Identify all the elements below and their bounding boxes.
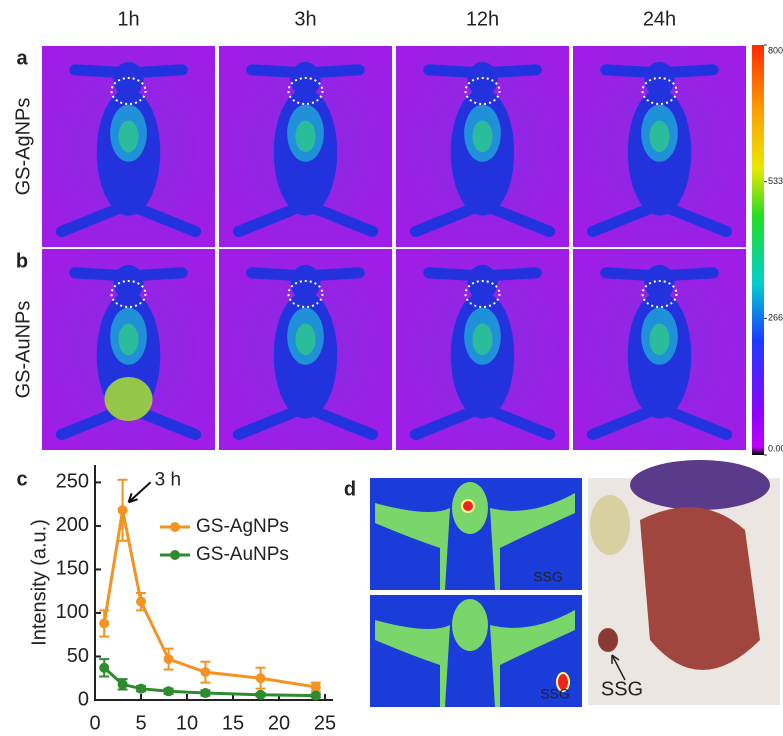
data-point bbox=[118, 505, 128, 515]
cap bbox=[590, 495, 630, 555]
colorbar bbox=[752, 45, 764, 455]
glove bbox=[630, 460, 770, 510]
annotation-arrow bbox=[129, 482, 151, 502]
column-header: 12h bbox=[466, 8, 499, 30]
legend-marker bbox=[170, 550, 180, 560]
data-point bbox=[256, 673, 266, 683]
x-tick-label: 20 bbox=[268, 712, 290, 734]
column-header: 24h bbox=[643, 8, 676, 30]
colorbar-tick-label: 800.0 bbox=[768, 45, 783, 55]
data-point bbox=[200, 667, 210, 677]
fluorescence-image: SSG bbox=[370, 478, 582, 590]
panel-label: a bbox=[16, 47, 28, 69]
colorbar-tick-label: 533.3 bbox=[768, 176, 783, 186]
colorbar-tick-label: 0.00 bbox=[768, 443, 783, 453]
x-tick-label: 5 bbox=[135, 712, 146, 734]
x-tick-label: 25 bbox=[314, 712, 336, 734]
y-axis-label: Intensity (a.u.) bbox=[28, 519, 50, 646]
data-point bbox=[136, 597, 146, 607]
panel-label: b bbox=[16, 250, 28, 272]
y-tick-label: 50 bbox=[67, 645, 89, 667]
panel-d: d SSG SSG SSG bbox=[344, 460, 780, 707]
ssg-label: SSG bbox=[601, 678, 643, 700]
y-tick-label: 250 bbox=[56, 471, 89, 493]
data-point bbox=[164, 686, 174, 696]
mouse-image bbox=[396, 46, 569, 247]
colorbar-tick-label: 266.6 bbox=[768, 313, 783, 323]
ssg-label: SSG bbox=[533, 569, 563, 585]
fluorescence-image: SSG bbox=[370, 595, 582, 707]
y-tick-label: 200 bbox=[56, 514, 89, 536]
data-point bbox=[99, 663, 109, 673]
mouse-image bbox=[219, 46, 392, 247]
line-chart: c 0 50 100 150 200 250 0 5 10 15 20 25 Intensity (a.u… bbox=[16, 465, 336, 734]
data-point bbox=[256, 690, 266, 700]
y-tick-label: 100 bbox=[56, 601, 89, 623]
figure: 1h 3h 12h 24h GS-AgNPs a GS-AuNPs b 800.0 533.3 26… bbox=[0, 0, 783, 736]
y-tick-label: 150 bbox=[56, 558, 89, 580]
mouse-image bbox=[573, 249, 746, 450]
head bbox=[452, 599, 488, 651]
data-point bbox=[99, 618, 109, 628]
mouse-image bbox=[42, 249, 215, 450]
image-grid: 1h 3h 12h 24h GS-AgNPs a GS-AuNPs b 800.0 533.3 26… bbox=[12, 8, 783, 455]
annotation: 3 h bbox=[155, 469, 181, 490]
x-tick-label: 10 bbox=[176, 712, 198, 734]
tissue bbox=[640, 507, 760, 670]
data-point bbox=[200, 688, 210, 698]
x-tick-label: 15 bbox=[222, 712, 244, 734]
row-label: GS-AgNPs bbox=[12, 98, 34, 196]
column-header: 1h bbox=[117, 8, 139, 30]
hot-spot bbox=[105, 377, 153, 421]
mouse-image bbox=[219, 249, 392, 450]
mouse-image bbox=[573, 46, 746, 247]
legend-label: GS-AuNPs bbox=[196, 544, 289, 565]
legend-label: GS-AgNPs bbox=[196, 516, 289, 537]
gland bbox=[598, 628, 618, 652]
panel-label: c bbox=[16, 468, 27, 490]
ssg-label: SSG bbox=[540, 686, 570, 702]
data-point bbox=[118, 679, 128, 689]
column-header: 3h bbox=[294, 8, 316, 30]
legend-marker bbox=[170, 522, 180, 532]
data-point bbox=[311, 691, 321, 701]
photo: SSG bbox=[588, 460, 780, 705]
data-point bbox=[311, 682, 321, 692]
row-label: GS-AuNPs bbox=[12, 301, 34, 399]
data-point bbox=[164, 654, 174, 664]
data-point bbox=[136, 684, 146, 694]
mouse-image bbox=[396, 249, 569, 450]
panel-label: d bbox=[344, 478, 356, 500]
mouse-image bbox=[42, 46, 215, 247]
y-tick-label: 0 bbox=[78, 688, 89, 710]
hot-spot bbox=[462, 500, 474, 512]
x-tick-label: 0 bbox=[89, 712, 100, 734]
